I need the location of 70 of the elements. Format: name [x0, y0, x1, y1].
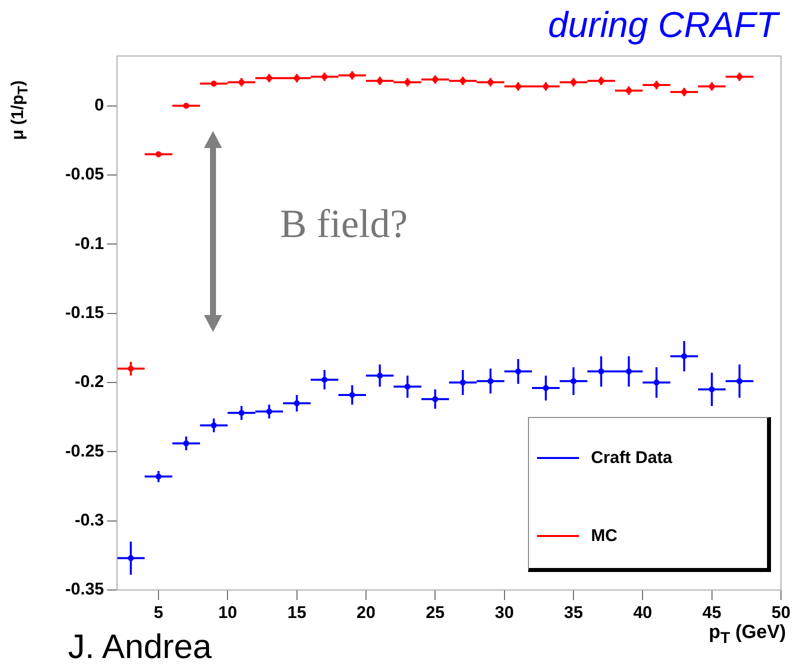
point: [294, 75, 300, 82]
point: [128, 366, 134, 372]
point: [736, 378, 742, 384]
y-tick-label: 0: [94, 95, 104, 114]
point: [488, 378, 494, 384]
point: [460, 379, 466, 386]
x-tick-label: 10: [218, 602, 238, 622]
point: [542, 385, 549, 392]
point: [322, 74, 328, 80]
point: [183, 440, 190, 446]
point: [598, 78, 604, 84]
point: [128, 555, 134, 562]
point: [736, 74, 742, 80]
x-tick-label: 25: [426, 602, 445, 622]
point: [266, 408, 272, 415]
point: [626, 368, 632, 374]
text: J. Andrea: [68, 628, 212, 667]
y-tick-label: -0.1: [74, 234, 104, 253]
point: [376, 372, 383, 379]
point: [210, 422, 217, 428]
x-tick-label: 35: [564, 602, 583, 622]
point: [183, 102, 190, 109]
point: [266, 75, 272, 82]
point: [210, 80, 217, 87]
chart-title: during CRAFT: [548, 4, 778, 46]
y-tick-label: -0.2: [74, 372, 104, 392]
point: [376, 78, 383, 84]
point: [654, 82, 660, 88]
point: [156, 474, 162, 480]
y-tick-label: -0.05: [65, 164, 104, 184]
point: [708, 386, 715, 392]
point: [598, 368, 604, 374]
x-tick-label: 45: [702, 602, 722, 622]
point: [349, 72, 356, 78]
x-tick-label: 40: [633, 602, 652, 622]
point: [349, 392, 356, 398]
x-tick-label: 20: [356, 602, 376, 622]
annotation: B field?: [280, 200, 408, 247]
point: [542, 83, 549, 90]
point: [626, 88, 632, 94]
point: [156, 151, 162, 158]
point: [238, 410, 244, 416]
point: [432, 76, 438, 83]
point: [570, 79, 576, 86]
point: [488, 79, 494, 86]
point: [238, 79, 244, 86]
point: [654, 379, 660, 386]
point: [322, 376, 328, 383]
y-tick-label: -0.35: [65, 580, 104, 599]
point: [404, 79, 410, 86]
point: [294, 400, 300, 406]
point: [681, 88, 688, 95]
y-tick-label: -0.15: [65, 303, 104, 322]
y-tick-label: -0.25: [65, 441, 104, 460]
point: [515, 368, 522, 374]
x-tick-label: 5: [154, 602, 164, 622]
point: [570, 378, 576, 384]
point: [404, 384, 410, 390]
y-tick-label: -0.3: [74, 510, 104, 530]
point: [515, 83, 522, 90]
point: [460, 78, 466, 84]
x-tick-label: 15: [287, 602, 306, 622]
point: [432, 396, 438, 402]
x-tick-label: 30: [494, 602, 514, 622]
x-tick-label: 50: [772, 602, 790, 622]
x-axis-title: p$_{T}$ (GeV): [708, 622, 786, 648]
point: [708, 83, 715, 90]
legend-label: MC: [591, 526, 618, 546]
point: [681, 353, 688, 360]
legend-label: Craft Data: [591, 448, 672, 468]
